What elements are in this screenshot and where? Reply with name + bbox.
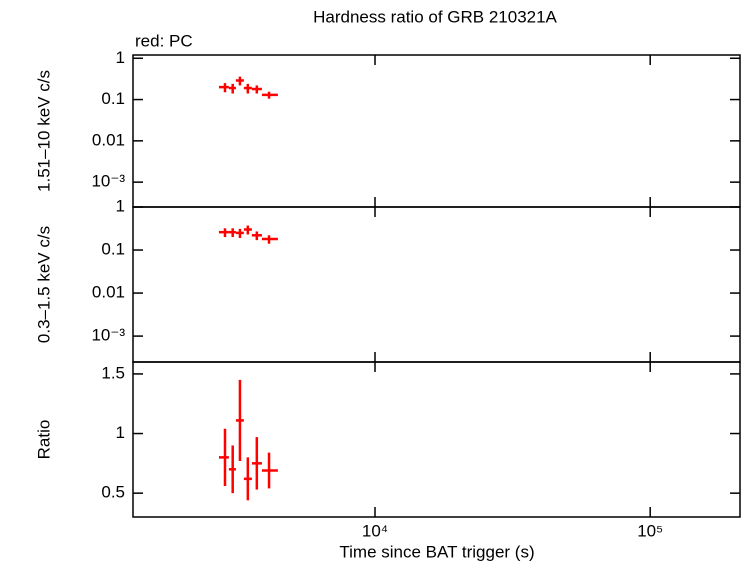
y-axis-label: 0.3–1.5 keV c/s bbox=[34, 226, 53, 343]
legend-note: red: PC bbox=[135, 31, 193, 50]
x-tick-label: 10⁵ bbox=[637, 521, 663, 540]
y-tick-label: 1 bbox=[116, 423, 125, 442]
y-tick-label: 1.5 bbox=[101, 363, 125, 382]
y-tick-label: 0.01 bbox=[92, 283, 125, 302]
y-tick-label: 1 bbox=[116, 196, 125, 215]
y-tick-label: 0.1 bbox=[101, 240, 125, 259]
y-tick-label: 10⁻³ bbox=[91, 172, 125, 191]
y-tick-label: 10⁻³ bbox=[91, 326, 125, 345]
y-tick-label: 0.1 bbox=[101, 89, 125, 108]
y-axis-label: Ratio bbox=[34, 420, 53, 460]
y-tick-label: 0.5 bbox=[101, 483, 125, 502]
x-axis-label: Time since BAT trigger (s) bbox=[339, 542, 534, 561]
x-tick-label: 10⁴ bbox=[362, 521, 388, 540]
y-axis-label: 1.51–10 keV c/s bbox=[34, 70, 53, 192]
plot-frame bbox=[132, 361, 741, 518]
y-tick-label: 0.01 bbox=[92, 130, 125, 149]
plot-frame bbox=[132, 54, 741, 208]
chart-title: Hardness ratio of GRB 210321A bbox=[313, 7, 557, 26]
y-tick-label: 1 bbox=[116, 48, 125, 67]
